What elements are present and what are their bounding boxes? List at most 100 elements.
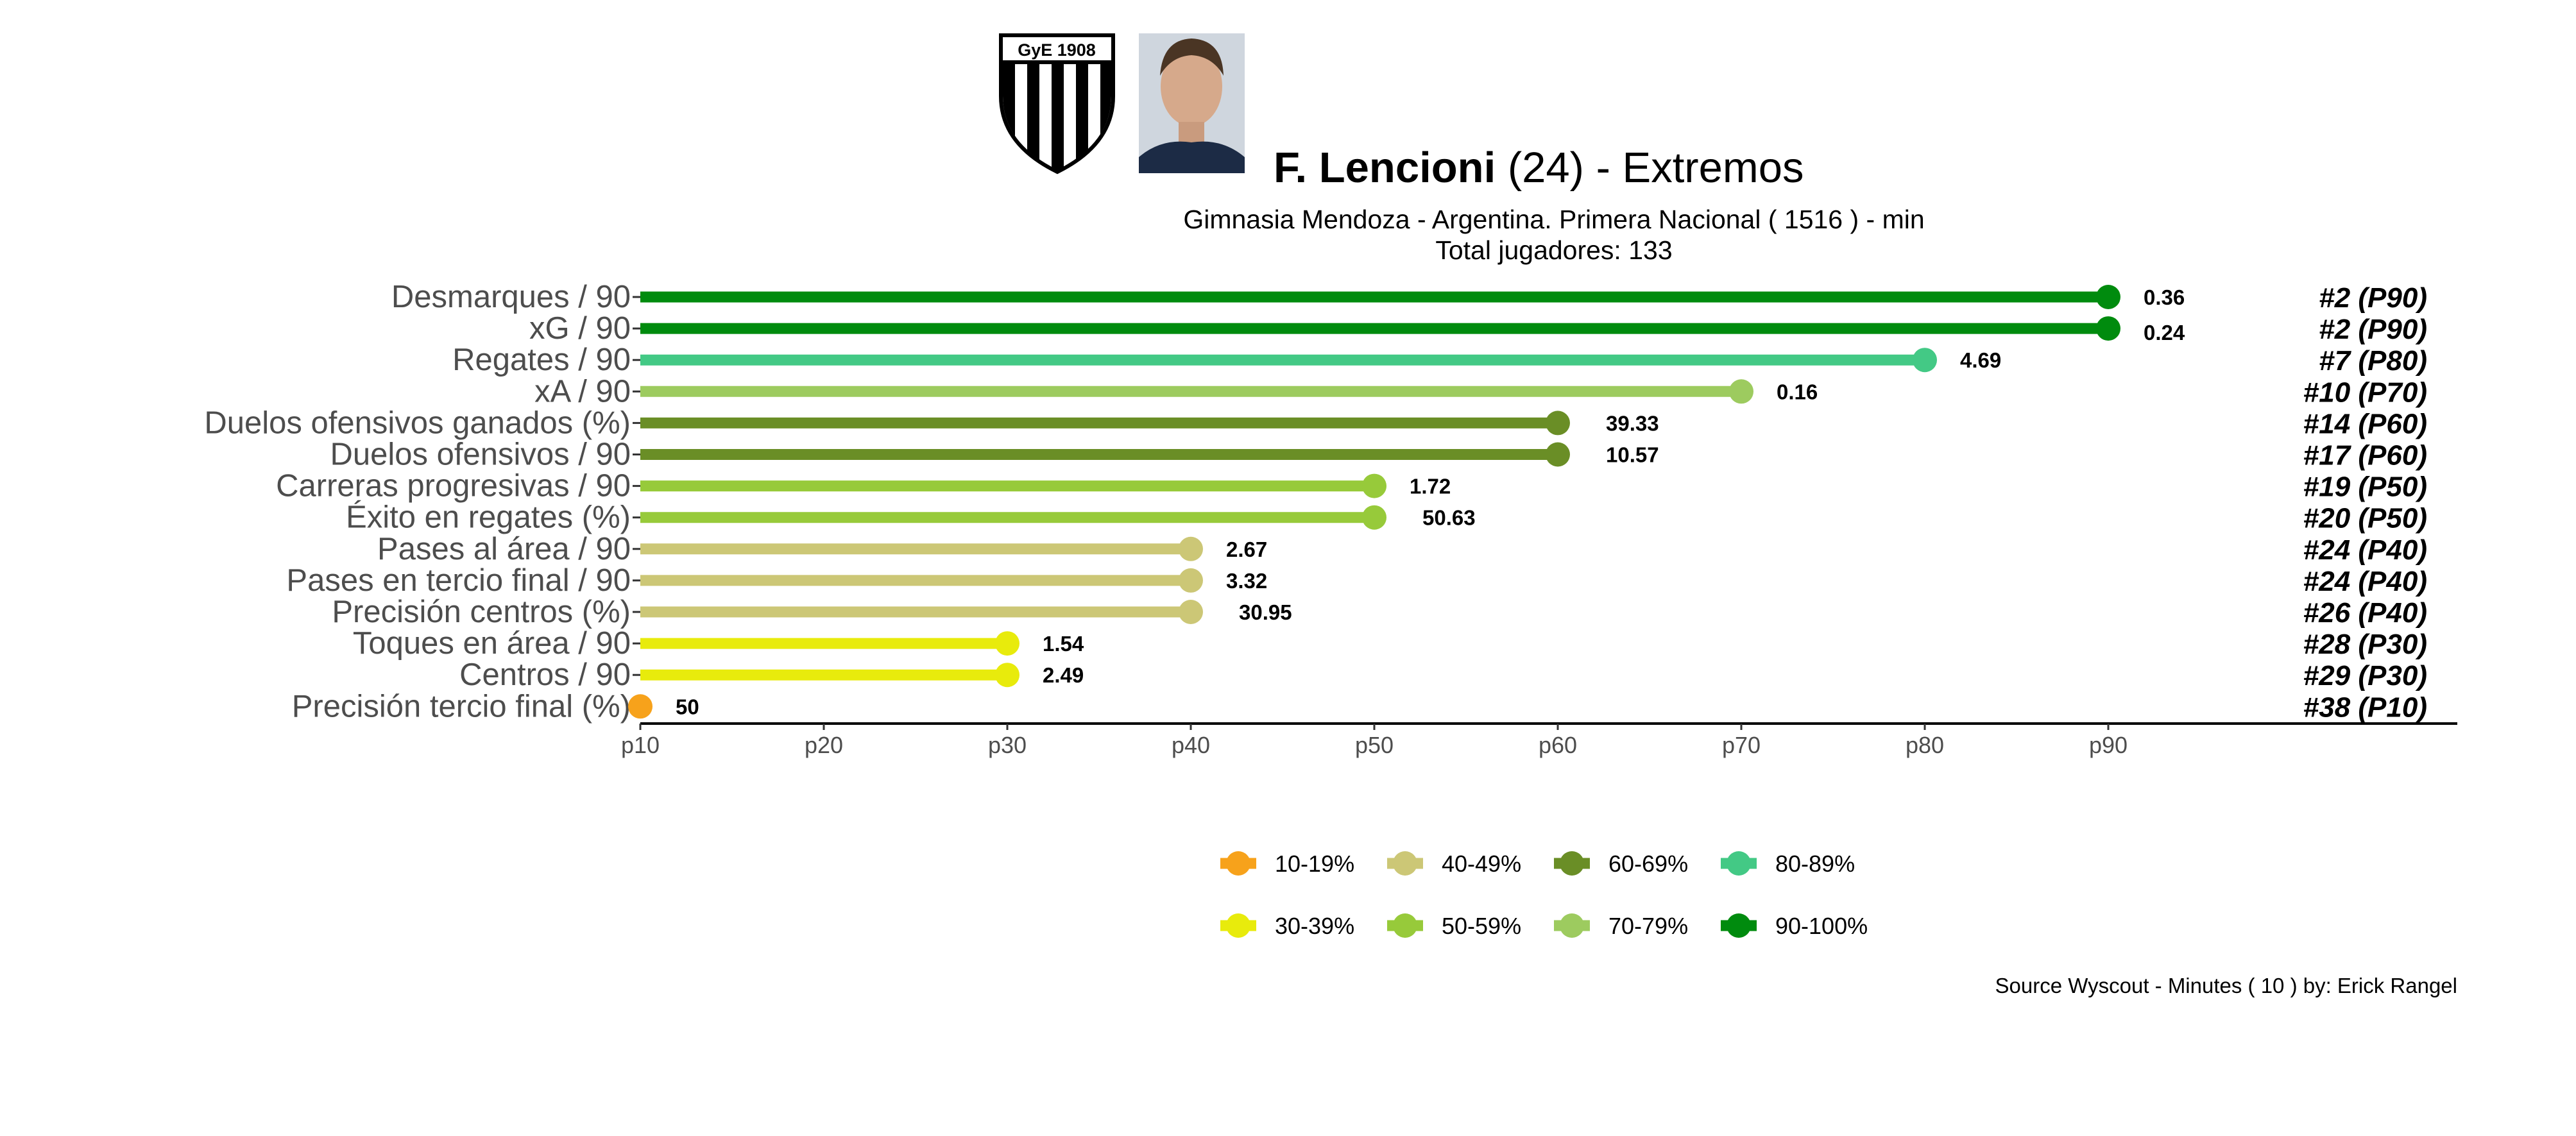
- metric-label: Éxito en regates (%): [346, 500, 631, 535]
- rank-label: #24 (P40): [2303, 566, 2427, 597]
- legend-key-point: [1393, 913, 1417, 938]
- value-label: 3.32: [1226, 569, 1267, 593]
- player-name: F. Lencioni: [1274, 144, 1496, 192]
- rank-label: #26 (P40): [2303, 597, 2427, 629]
- metric-label: xA / 90: [534, 374, 631, 409]
- x-tick-label: p70: [1722, 732, 1761, 758]
- lollipop-point: [1179, 568, 1203, 593]
- rank-label: #38 (P10): [2303, 691, 2427, 723]
- legend-label: 90-100%: [1775, 913, 1868, 939]
- title-rest: (24) - Extremos: [1496, 144, 1804, 192]
- metric-label: Duelos ofensivos ganados (%): [204, 405, 631, 440]
- legend-label: 60-69%: [1608, 851, 1688, 877]
- legend-key-point: [1393, 851, 1417, 876]
- metric-label: Carreras progresivas / 90: [276, 469, 631, 504]
- legend-label: 50-59%: [1442, 913, 1521, 939]
- metric-label: Toques en área / 90: [353, 626, 631, 661]
- rank-label: #19 (P50): [2303, 471, 2427, 503]
- chart-subtitle: Gimnasia Mendoza - Argentina. Primera Na…: [1183, 205, 1924, 234]
- legend-item: 70-79%: [1554, 913, 1688, 939]
- legend: 10-19% 40-49% 60-69% 80-89% 30-39% 50-59% 70-7…: [1220, 851, 1868, 939]
- lollipop-point: [995, 663, 1019, 688]
- x-tick-label: p40: [1172, 732, 1210, 758]
- metric-label: Regates / 90: [452, 343, 631, 377]
- lollipop-point: [1362, 505, 1386, 530]
- lollipop-point: [2096, 285, 2120, 309]
- metric-row: Pases en tercio final / 90 3.32 #24 (P40): [286, 563, 2427, 598]
- metric-row: Carreras progresivas / 90 1.72 #19 (P50): [276, 469, 2427, 504]
- x-tick-label: p80: [1906, 732, 1944, 758]
- legend-label: 30-39%: [1275, 913, 1354, 939]
- rank-label: #17 (P60): [2303, 440, 2427, 471]
- metric-label: Desmarques / 90: [391, 280, 631, 314]
- metric-label: Pases en tercio final / 90: [286, 563, 631, 598]
- rank-label: #2 (P90): [2319, 282, 2427, 314]
- x-tick-label: p50: [1355, 732, 1394, 758]
- x-tick-label: p60: [1539, 732, 1577, 758]
- metric-row: Regates / 90 4.69 #7 (P80): [452, 343, 2427, 377]
- metric-row: Precisión centros (%) 30.95 #26 (P40): [332, 595, 2427, 629]
- legend-item: 30-39%: [1220, 913, 1354, 939]
- value-label: 0.36: [2144, 285, 2185, 309]
- rank-label: #20 (P50): [2303, 503, 2427, 534]
- player-photo: [1139, 33, 1245, 173]
- value-label: 39.33: [1606, 411, 1659, 435]
- legend-key-point: [1226, 851, 1250, 876]
- rank-label: #28 (P30): [2303, 629, 2427, 660]
- legend-key-point: [1727, 913, 1751, 938]
- rank-label: #7 (P80): [2319, 345, 2427, 377]
- svg-text:GyE 1908: GyE 1908: [1018, 40, 1096, 60]
- rank-label: #14 (P60): [2303, 408, 2427, 439]
- lollipop-point: [2096, 316, 2120, 341]
- x-tick-label: p30: [988, 732, 1027, 758]
- metric-row: Precisión tercio final (%) 50 #38 (P10): [292, 689, 2427, 724]
- legend-label: 40-49%: [1442, 851, 1521, 877]
- metric-label: Precisión centros (%): [332, 595, 631, 629]
- metric-row: Duelos ofensivos / 90 10.57 #17 (P60): [330, 437, 2428, 472]
- value-label: 50.63: [1422, 506, 1476, 530]
- value-label: 10.57: [1606, 443, 1659, 467]
- metric-row: Desmarques / 90 0.36 #2 (P90): [391, 280, 2427, 314]
- lollipop-point: [1546, 442, 1570, 467]
- chart-subtitle-players: Total jugadores: 133: [1435, 235, 1672, 265]
- source-caption: Source Wyscout - Minutes ( 10 ) by: Eric…: [1995, 974, 2457, 997]
- value-label: 1.72: [1410, 475, 1451, 498]
- rank-label: #10 (P70): [2303, 377, 2427, 408]
- value-label: 1.54: [1043, 632, 1084, 656]
- lollipop-point: [1179, 536, 1203, 561]
- legend-item: 50-59%: [1387, 913, 1521, 939]
- metric-row: xG / 90 0.24 #2 (P90): [529, 311, 2427, 346]
- value-label: 0.24: [2144, 321, 2185, 344]
- legend-key-point: [1560, 913, 1584, 938]
- plot-area: Desmarques / 90 0.36 #2 (P90) xG / 90 0.24 #2…: [204, 280, 2457, 758]
- lollipop-point: [1362, 473, 1386, 498]
- rank-label: #2 (P90): [2319, 314, 2427, 345]
- legend-label: 10-19%: [1275, 851, 1354, 877]
- legend-key-point: [1226, 913, 1250, 938]
- metric-label: xG / 90: [529, 311, 631, 346]
- value-label: 4.69: [1960, 348, 2001, 372]
- legend-label: 80-89%: [1775, 851, 1855, 877]
- lollipop-point: [995, 631, 1019, 656]
- lollipop-point: [1546, 411, 1570, 436]
- legend-item: 40-49%: [1387, 851, 1521, 877]
- lollipop-point: [1729, 379, 1753, 404]
- club-crest-logo: GyE 1908: [999, 33, 1115, 174]
- legend-item: 80-89%: [1721, 851, 1855, 877]
- value-label: 30.95: [1239, 600, 1292, 624]
- x-tick-label: p10: [621, 732, 660, 758]
- chart-title: F. Lencioni (24) - Extremos: [1274, 144, 1804, 192]
- legend-key-point: [1727, 851, 1751, 876]
- metric-row: Duelos ofensivos ganados (%) 39.33 #14 (P6…: [204, 405, 2427, 440]
- metric-label: Centros / 90: [459, 657, 631, 692]
- rank-label: #24 (P40): [2303, 534, 2427, 566]
- metric-label: Pases al área / 90: [377, 532, 631, 566]
- value-label: 2.67: [1226, 538, 1267, 561]
- lollipop-point: [1913, 348, 1937, 373]
- legend-item: 90-100%: [1721, 913, 1868, 939]
- metric-row: Éxito en regates (%) 50.63 #20 (P50): [346, 500, 2427, 535]
- lollipop-point: [628, 694, 653, 719]
- legend-item: 10-19%: [1220, 851, 1354, 877]
- x-tick-label: p20: [805, 732, 843, 758]
